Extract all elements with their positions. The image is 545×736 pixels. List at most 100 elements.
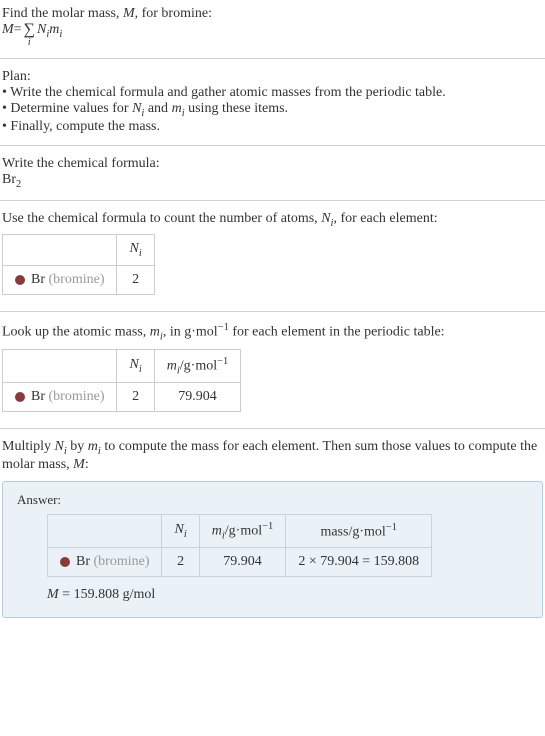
mi-value: 79.904: [154, 383, 241, 412]
ni-value: 2: [117, 266, 154, 295]
plan-section: Plan: • Write the chemical formula and g…: [0, 65, 545, 139]
unit: /g·mol: [225, 524, 262, 539]
text: , for bromine:: [135, 6, 212, 21]
atomic-mass-table: Ni mi/g·mol−1 Br (bromine) 2 79.904: [2, 349, 241, 412]
header-Ni: Ni: [162, 514, 199, 547]
step-count-atoms: Use the chemical formula to count the nu…: [0, 207, 545, 306]
sigma-sub: i: [28, 38, 31, 48]
var-N: N: [129, 357, 138, 372]
element-name: (bromine): [49, 272, 105, 287]
plan-title: Plan:: [2, 69, 543, 85]
header-mass: mass/g·mol−1: [286, 514, 432, 547]
unit: /g·mol: [180, 358, 217, 373]
var-m: m: [49, 22, 59, 37]
divider: [0, 145, 545, 146]
table-header-row: Ni: [3, 235, 155, 266]
header-empty: [3, 349, 117, 382]
divider: [0, 58, 545, 59]
exp: −1: [218, 322, 229, 333]
text: • Determine values for: [2, 101, 132, 116]
header-Ni: Ni: [117, 349, 154, 382]
step-atomic-mass: Look up the atomic mass, mi, in g·mol−1 …: [0, 318, 545, 422]
exp: −1: [386, 522, 397, 533]
var-m: m: [167, 358, 177, 373]
step-text: Write the chemical formula:: [2, 156, 543, 172]
element-symbol: Br: [31, 389, 49, 404]
element-name: (bromine): [94, 554, 150, 569]
formula-sub: 2: [16, 179, 21, 190]
eq-eq: =: [14, 22, 22, 38]
header-Ni: Ni: [117, 235, 154, 266]
formula-br: Br: [2, 172, 16, 187]
header-mi: mi/g·mol−1: [199, 514, 286, 547]
mi-value: 79.904: [199, 548, 286, 577]
ni-value: 2: [117, 383, 154, 412]
element-name: (bromine): [49, 389, 105, 404]
answer-label: Answer:: [17, 492, 528, 508]
table-header-row: Ni mi/g·mol−1 mass/g·mol−1: [48, 514, 432, 547]
answer-table: Ni mi/g·mol−1 mass/g·mol−1 Br (bromine) …: [47, 514, 432, 577]
atom-count-table: Ni Br (bromine) 2: [2, 234, 155, 295]
table-row: Br (bromine) 2: [3, 266, 155, 295]
divider: [0, 311, 545, 312]
sigma-symbol: ∑: [24, 22, 35, 38]
element-dot-icon: [60, 557, 70, 567]
mass-value: 2 × 79.904 = 159.808: [286, 548, 432, 577]
step-multiply: Multiply Ni by mi to compute the mass fo…: [0, 435, 545, 477]
element-dot-icon: [15, 275, 25, 285]
intro-line1: Find the molar mass, M, for bromine:: [2, 6, 543, 22]
var-M: M: [73, 457, 85, 472]
var-M: M: [47, 587, 59, 602]
text: :: [85, 457, 89, 472]
exp: −1: [262, 521, 273, 532]
text: for each element in the periodic table:: [229, 325, 445, 340]
text: and: [144, 101, 171, 116]
result-value: = 159.808 g/mol: [59, 587, 156, 602]
element-symbol: Br: [76, 554, 94, 569]
plan-bullet-2: • Determine values for Ni and mi using t…: [2, 101, 543, 119]
var-N: N: [321, 211, 330, 226]
text: Use the chemical formula to count the nu…: [2, 211, 321, 226]
sigma-icon: ∑ i: [24, 22, 35, 48]
final-result: M = 159.808 g/mol: [47, 587, 528, 603]
sub-i: i: [59, 29, 62, 40]
eq-rhs: Nimi: [37, 22, 62, 40]
var-N: N: [37, 22, 46, 37]
var-N: N: [174, 522, 183, 537]
molar-mass-equation: M = ∑ i Nimi: [2, 22, 543, 48]
table-row: Br (bromine) 2 79.904 2 × 79.904 = 159.8…: [48, 548, 432, 577]
text: Look up the atomic mass,: [2, 325, 150, 340]
var-m: m: [212, 524, 222, 539]
var-m: m: [150, 325, 160, 340]
sub-i: i: [139, 364, 142, 375]
element-cell: Br (bromine): [48, 548, 162, 577]
header-empty: [48, 514, 162, 547]
plan-bullet-3: • Finally, compute the mass.: [2, 119, 543, 135]
element-symbol: Br: [31, 272, 49, 287]
answer-box: Answer: Ni mi/g·mol−1 mass/g·mol−1 Br (b…: [2, 481, 543, 618]
var-m: m: [88, 439, 98, 454]
var-N: N: [129, 241, 138, 256]
text: , for each element:: [333, 211, 437, 226]
step-text: Look up the atomic mass, mi, in g·mol−1 …: [2, 322, 543, 342]
sub-i: i: [139, 248, 142, 259]
step-text: Use the chemical formula to count the nu…: [2, 211, 543, 229]
eq-lhs: M: [2, 22, 14, 38]
exp: −1: [217, 356, 228, 367]
sub-i: i: [184, 529, 187, 540]
plan-bullet-1: • Write the chemical formula and gather …: [2, 85, 543, 101]
divider: [0, 200, 545, 201]
header-empty: [3, 235, 117, 266]
text: , in g·mol: [163, 325, 218, 340]
step-formula: Write the chemical formula: Br2: [0, 152, 545, 194]
element-dot-icon: [15, 392, 25, 402]
table-row: Br (bromine) 2 79.904: [3, 383, 241, 412]
step-text: Multiply Ni by mi to compute the mass fo…: [2, 439, 543, 473]
text: using these items.: [185, 101, 288, 116]
chemical-formula: Br2: [2, 172, 543, 190]
var-M: M: [123, 6, 135, 21]
text: Find the molar mass,: [2, 6, 123, 21]
table-header-row: Ni mi/g·mol−1: [3, 349, 241, 382]
divider: [0, 428, 545, 429]
header-mi: mi/g·mol−1: [154, 349, 241, 382]
